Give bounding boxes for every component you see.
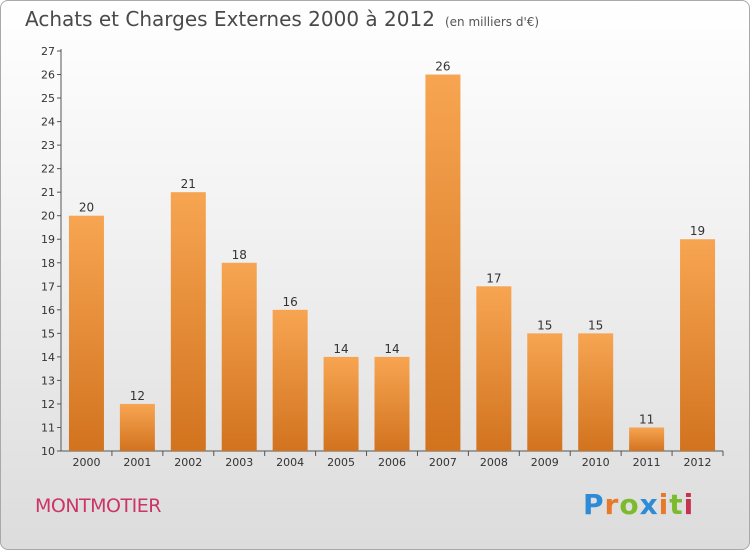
bar-2011 <box>629 427 665 451</box>
x-tick-label-2007: 2007 <box>429 456 457 469</box>
y-tick-label: 25 <box>41 92 55 105</box>
data-label-2006: 14 <box>384 342 399 356</box>
proxiti-logo: Proxiti <box>583 488 694 521</box>
bar-2010 <box>578 333 614 451</box>
bar-2002 <box>170 192 206 452</box>
x-tick-label-2008: 2008 <box>480 456 508 469</box>
y-tick-label: 24 <box>41 116 55 129</box>
y-tick-label: 19 <box>41 233 55 246</box>
y-tick-label: 22 <box>41 163 55 176</box>
logo-letter-r: r <box>604 488 620 521</box>
y-tick-label: 14 <box>41 351 55 364</box>
y-tick-label: 27 <box>41 45 55 58</box>
x-tick-label-2004: 2004 <box>276 456 304 469</box>
y-tick-label: 11 <box>41 421 55 434</box>
logo-letter-x: x <box>639 488 659 521</box>
x-tick-label-2009: 2009 <box>531 456 559 469</box>
bar-2004 <box>272 309 308 451</box>
y-tick-label: 17 <box>41 280 55 293</box>
town-name: MONTMOTIER <box>35 495 161 517</box>
y-tick-label: 21 <box>41 186 55 199</box>
bar-2005 <box>323 356 359 451</box>
x-tick-label-2010: 2010 <box>582 456 610 469</box>
bar-2006 <box>374 356 410 451</box>
x-tick-label-2006: 2006 <box>378 456 406 469</box>
bar-2003 <box>221 262 257 451</box>
y-tick-label: 26 <box>41 69 55 82</box>
y-tick-label: 23 <box>41 139 55 152</box>
data-label-2004: 16 <box>283 295 298 309</box>
data-label-2009: 15 <box>537 318 552 332</box>
data-label-2003: 18 <box>232 248 247 262</box>
data-label-2010: 15 <box>588 318 603 332</box>
x-tick-label-2002: 2002 <box>174 456 202 469</box>
chart-title: Achats et Charges Externes 2000 à 2012 (e… <box>25 7 539 31</box>
x-tick-label-2012: 2012 <box>684 456 712 469</box>
y-tick-label: 18 <box>41 257 55 270</box>
data-label-2005: 14 <box>333 342 348 356</box>
y-tick-label: 10 <box>41 445 55 458</box>
bar-2009 <box>527 333 563 451</box>
data-label-2012: 19 <box>690 224 705 238</box>
data-label-2011: 11 <box>639 412 654 426</box>
x-tick-label-2005: 2005 <box>327 456 355 469</box>
data-label-2002: 21 <box>181 177 196 191</box>
chart-subtitle: (en milliers d'€) <box>444 15 540 29</box>
y-tick-label: 16 <box>41 304 55 317</box>
bar-2012 <box>680 239 716 451</box>
y-tick-label: 20 <box>41 210 55 223</box>
bar-2008 <box>476 286 512 451</box>
x-tick-label-2011: 2011 <box>633 456 661 469</box>
logo-letter-i2: i <box>683 488 695 521</box>
y-tick-label: 13 <box>41 374 55 387</box>
y-tick-label: 12 <box>41 398 55 411</box>
data-label-2008: 17 <box>486 271 501 285</box>
bar-2007 <box>425 74 461 451</box>
y-tick-label: 15 <box>41 327 55 340</box>
bar-2001 <box>119 403 155 451</box>
logo-letter-p: P <box>583 488 605 521</box>
x-tick-label-2000: 2000 <box>72 456 100 469</box>
bar-2000 <box>68 215 104 451</box>
logo-letter-o: o <box>619 488 640 521</box>
data-label-2000: 20 <box>79 201 94 215</box>
data-label-2001: 12 <box>130 389 145 403</box>
data-label-2007: 26 <box>435 60 450 74</box>
logo-letter-t: t <box>669 488 684 521</box>
logo-letter-i: i <box>658 488 670 521</box>
chart-title-text: Achats et Charges Externes 2000 à 2012 <box>25 7 435 31</box>
x-tick-label-2003: 2003 <box>225 456 253 469</box>
x-tick-label-2001: 2001 <box>123 456 151 469</box>
